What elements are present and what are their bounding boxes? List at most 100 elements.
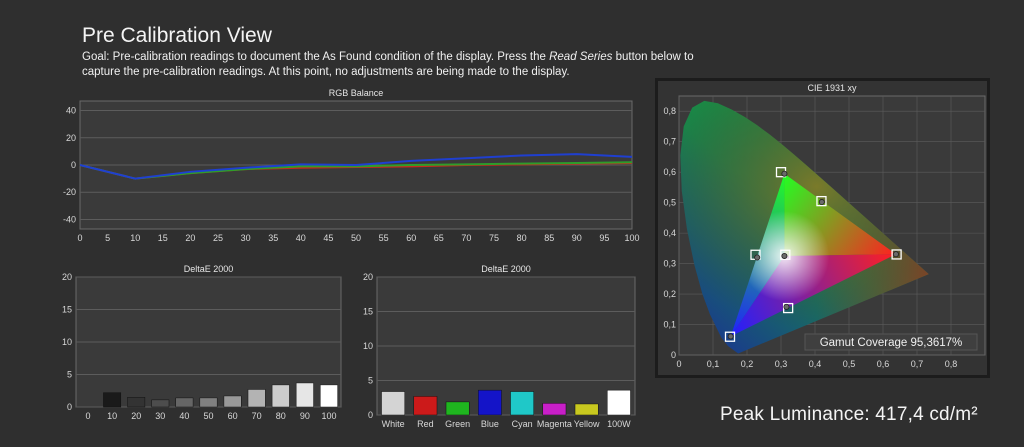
x-tick-label: 95 bbox=[599, 233, 609, 243]
y-tick-label: 0,8 bbox=[663, 106, 676, 116]
bar bbox=[607, 389, 631, 416]
bar bbox=[510, 391, 534, 416]
x-tick-label: 75 bbox=[489, 233, 499, 243]
cie-diagram: 0 0,1 0,2 0,3 0,4 0,5 0,6 0,7 0,8 0 0,1 0,2 0,3 0,4 0,… bbox=[655, 78, 990, 378]
x-tick-label: 30 bbox=[241, 233, 251, 243]
x-tick-label: Blue bbox=[481, 419, 499, 429]
y-tick-label: 20 bbox=[66, 133, 76, 143]
measured-marker bbox=[754, 254, 761, 261]
y-tick-label: 5 bbox=[368, 376, 373, 386]
bar bbox=[127, 397, 146, 408]
x-tick-label: 90 bbox=[572, 233, 582, 243]
bar bbox=[103, 392, 122, 408]
measured-marker bbox=[892, 251, 899, 258]
measured-marker bbox=[727, 333, 734, 340]
y-tick-label: -40 bbox=[63, 214, 76, 224]
x-tick-label: 0,5 bbox=[843, 359, 856, 369]
x-tick-label: 65 bbox=[434, 233, 444, 243]
gamut-coverage-label: Gamut Coverage 95,3617% bbox=[820, 337, 963, 349]
y-tick-label: 0 bbox=[671, 350, 676, 360]
y-tick-label: 5 bbox=[67, 370, 72, 380]
goal-description: Goal: Pre-calibration readings to docume… bbox=[82, 50, 722, 80]
bar bbox=[381, 391, 405, 416]
x-tick-label: 50 bbox=[351, 233, 361, 243]
bar bbox=[223, 395, 242, 408]
x-tick-label: 0,1 bbox=[707, 359, 720, 369]
bar bbox=[295, 382, 314, 408]
x-tick-label: 55 bbox=[379, 233, 389, 243]
x-tick-label: 20 bbox=[185, 233, 195, 243]
x-tick-label: 30 bbox=[155, 411, 165, 421]
x-tick-label: 60 bbox=[228, 411, 238, 421]
chart-title: DeltaE 2000 bbox=[481, 264, 531, 274]
x-tick-label: 85 bbox=[544, 233, 554, 243]
y-tick-label: 0,7 bbox=[663, 137, 676, 147]
goal-read-series: Read Series bbox=[549, 51, 613, 63]
target-marker bbox=[782, 302, 794, 314]
chart-title: DeltaE 2000 bbox=[184, 264, 234, 274]
x-tick-label: 50 bbox=[203, 411, 213, 421]
bar bbox=[320, 384, 338, 408]
peak-luminance: Peak Luminance: 417,4 cd/m² bbox=[720, 404, 978, 425]
x-tick-label: 40 bbox=[179, 411, 189, 421]
colors-deltae-chart: 0 5 10 15 20 DeltaE 2000 White Red Green Blue Cyan… bbox=[363, 264, 636, 429]
chart-title: RGB Balance bbox=[329, 88, 384, 98]
goal-text-2: button below to capture the pre-calibrat… bbox=[82, 51, 694, 78]
y-tick-label: 0,6 bbox=[663, 167, 676, 177]
x-tick-label: Yellow bbox=[574, 419, 600, 429]
x-tick-label: 5 bbox=[105, 233, 110, 243]
bar bbox=[445, 401, 470, 416]
x-tick-label: 0,2 bbox=[741, 359, 754, 369]
x-tick-label: Red bbox=[417, 419, 434, 429]
x-tick-label: 10 bbox=[107, 411, 117, 421]
y-tick-label: 15 bbox=[363, 307, 373, 317]
x-tick-label: 0,3 bbox=[775, 359, 788, 369]
x-tick-label: White bbox=[382, 419, 405, 429]
bar bbox=[413, 396, 438, 416]
x-tick-label: 40 bbox=[296, 233, 306, 243]
y-tick-label: 0,3 bbox=[663, 259, 676, 269]
chart-title: CIE 1931 xy bbox=[807, 83, 857, 93]
x-tick-label: 0,8 bbox=[945, 359, 958, 369]
x-tick-label: 80 bbox=[517, 233, 527, 243]
x-tick-label: 20 bbox=[131, 411, 141, 421]
y-tick-label: 0,4 bbox=[663, 228, 676, 238]
bar bbox=[151, 399, 170, 408]
x-tick-label: 25 bbox=[213, 233, 223, 243]
y-tick-label: 0,1 bbox=[663, 320, 676, 330]
x-tick-label: 0 bbox=[676, 359, 681, 369]
bar bbox=[478, 389, 502, 416]
x-tick-label: 0,4 bbox=[809, 359, 822, 369]
bar bbox=[574, 403, 599, 416]
y-tick-label: 40 bbox=[66, 106, 76, 116]
x-tick-label: 70 bbox=[461, 233, 471, 243]
y-tick-label: 10 bbox=[363, 341, 373, 351]
page-title: Pre Calibration View bbox=[82, 24, 272, 47]
x-tick-label: 0 bbox=[77, 233, 82, 243]
y-tick-label: 20 bbox=[62, 272, 72, 282]
bar bbox=[199, 397, 218, 408]
series-line bbox=[79, 153, 633, 180]
y-tick-label: 0,2 bbox=[663, 289, 676, 299]
x-tick-label: 100W bbox=[607, 419, 631, 429]
x-tick-label: 0,7 bbox=[911, 359, 924, 369]
measured-marker bbox=[783, 303, 790, 310]
x-tick-label: 10 bbox=[130, 233, 140, 243]
x-tick-label: 70 bbox=[252, 411, 262, 421]
goal-text-1: Goal: Pre-calibration readings to docume… bbox=[82, 51, 550, 63]
bar bbox=[542, 403, 567, 416]
x-tick-label: 60 bbox=[406, 233, 416, 243]
y-tick-label: 20 bbox=[363, 272, 373, 282]
gamut-white bbox=[730, 173, 896, 337]
bar bbox=[271, 384, 290, 408]
target-marker bbox=[780, 249, 791, 260]
x-tick-label: Green bbox=[445, 419, 470, 429]
x-tick-label: 90 bbox=[300, 411, 310, 421]
target-marker bbox=[816, 195, 827, 207]
y-tick-label: -20 bbox=[63, 187, 76, 197]
x-tick-label: Cyan bbox=[512, 419, 533, 429]
x-tick-label: 80 bbox=[276, 411, 286, 421]
x-tick-label: 15 bbox=[158, 233, 168, 243]
y-tick-label: 0,5 bbox=[663, 198, 676, 208]
